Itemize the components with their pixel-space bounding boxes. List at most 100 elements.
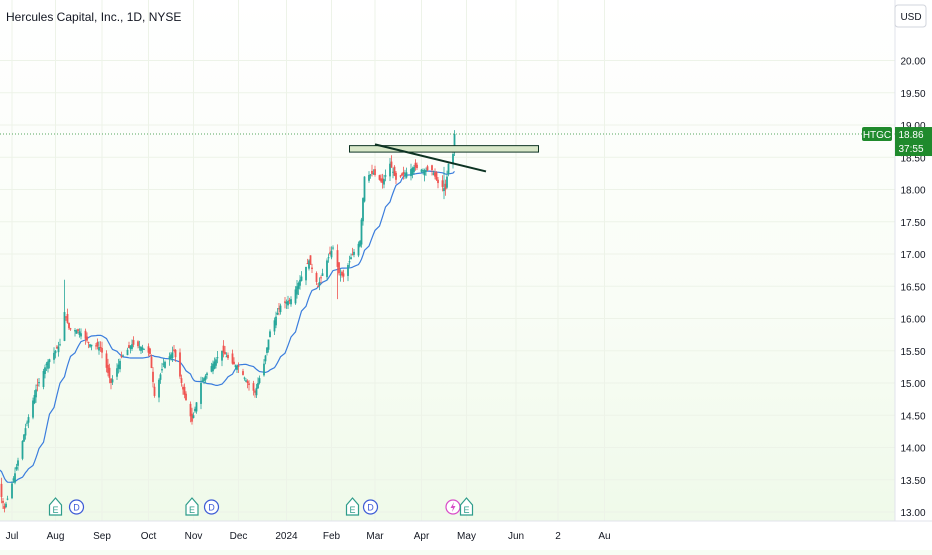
- candle-body: [236, 366, 238, 370]
- candle-body: [26, 422, 28, 424]
- candle: [222, 340, 225, 358]
- candle-body: [80, 333, 82, 337]
- candle-body: [68, 322, 70, 329]
- candle: [311, 263, 313, 273]
- time-tick-label: Jul: [6, 531, 19, 542]
- price-tick-label: 20.00: [900, 57, 925, 68]
- candle: [273, 317, 276, 335]
- candle: [213, 357, 216, 370]
- candle-body: [329, 252, 331, 254]
- candle: [233, 357, 235, 365]
- candle: [191, 407, 193, 425]
- event-marker-dividend[interactable]: D: [362, 499, 379, 515]
- price-tick-label: 15.00: [900, 379, 925, 390]
- event-marker-earnings[interactable]: E: [345, 497, 360, 516]
- candle: [6, 495, 9, 501]
- candle-body: [99, 347, 102, 349]
- candle-body: [405, 172, 408, 178]
- candle: [263, 359, 265, 377]
- currency-button[interactable]: [894, 4, 927, 28]
- time-tick-label: Mar: [366, 531, 384, 542]
- event-marker-earnings[interactable]: E: [48, 497, 63, 516]
- event-marker-dividend[interactable]: D: [68, 499, 85, 515]
- candle: [48, 358, 51, 369]
- candle: [159, 372, 162, 384]
- candle: [246, 379, 249, 389]
- candle-body: [119, 360, 121, 370]
- symbol-label: HTGC: [863, 130, 891, 141]
- candle-body: [36, 384, 39, 386]
- candle: [371, 164, 373, 177]
- candle: [234, 364, 237, 370]
- candle: [318, 277, 321, 291]
- time-scale[interactable]: [0, 521, 932, 550]
- candle-body: [276, 312, 279, 315]
- candle: [138, 340, 141, 351]
- candle: [173, 345, 175, 353]
- candle-body: [431, 165, 433, 171]
- candle: [350, 253, 352, 260]
- price-tick-label: 14.00: [900, 444, 925, 455]
- event-marker-split[interactable]: [445, 499, 461, 515]
- candle-body: [33, 394, 36, 404]
- candle: [86, 332, 88, 343]
- event-marker-dividend[interactable]: D: [203, 499, 220, 515]
- candle: [117, 358, 120, 374]
- candle-body: [237, 365, 240, 367]
- candle-body: [149, 348, 151, 354]
- price-tick-label: 19.50: [900, 89, 925, 100]
- candle-body: [368, 174, 370, 181]
- candle: [380, 174, 382, 183]
- candle: [405, 167, 408, 179]
- candle-body: [381, 178, 384, 184]
- candle: [308, 259, 310, 271]
- candle: [288, 297, 291, 305]
- candle: [231, 349, 234, 365]
- candle: [87, 341, 90, 349]
- price-scale[interactable]: [895, 0, 932, 521]
- annotations[interactable]: [349, 143, 539, 173]
- candle-body: [143, 348, 145, 350]
- candle: [90, 344, 93, 351]
- candle-body: [353, 251, 355, 255]
- resistance-zone[interactable]: [349, 145, 539, 153]
- candle: [402, 166, 405, 180]
- candle: [57, 341, 60, 357]
- candle-body: [161, 369, 163, 371]
- candle: [78, 328, 81, 338]
- candle: [47, 359, 49, 373]
- candle: [140, 346, 142, 355]
- candle-body: [147, 346, 150, 353]
- candle: [192, 412, 195, 419]
- candle-body: [15, 466, 18, 470]
- trendline[interactable]: [374, 143, 487, 173]
- candle: [378, 174, 381, 181]
- event-marker-earnings[interactable]: E: [185, 497, 199, 516]
- event-marker-earnings[interactable]: E: [459, 497, 474, 516]
- candle-body: [152, 371, 154, 382]
- candle-body: [23, 434, 25, 442]
- candle: [17, 457, 19, 471]
- bar-countdown: 37:55: [898, 144, 923, 155]
- candle: [180, 374, 183, 387]
- candle-body: [153, 386, 156, 396]
- candle-body: [273, 320, 276, 332]
- candle-body: [383, 179, 385, 185]
- candle-body: [0, 483, 3, 497]
- candle: [170, 352, 172, 361]
- candle: [332, 245, 334, 251]
- candle-body: [269, 331, 271, 338]
- candle-body: [210, 366, 213, 372]
- candle: [26, 420, 28, 427]
- time-tick-label: Aug: [47, 531, 65, 542]
- candle: [168, 352, 171, 366]
- dividend-marker-label: D: [73, 503, 80, 513]
- candle: [23, 434, 25, 442]
- candle-body: [390, 161, 393, 168]
- candle: [432, 170, 435, 176]
- candle: [309, 255, 312, 265]
- dividend-marker-shape: [362, 499, 379, 515]
